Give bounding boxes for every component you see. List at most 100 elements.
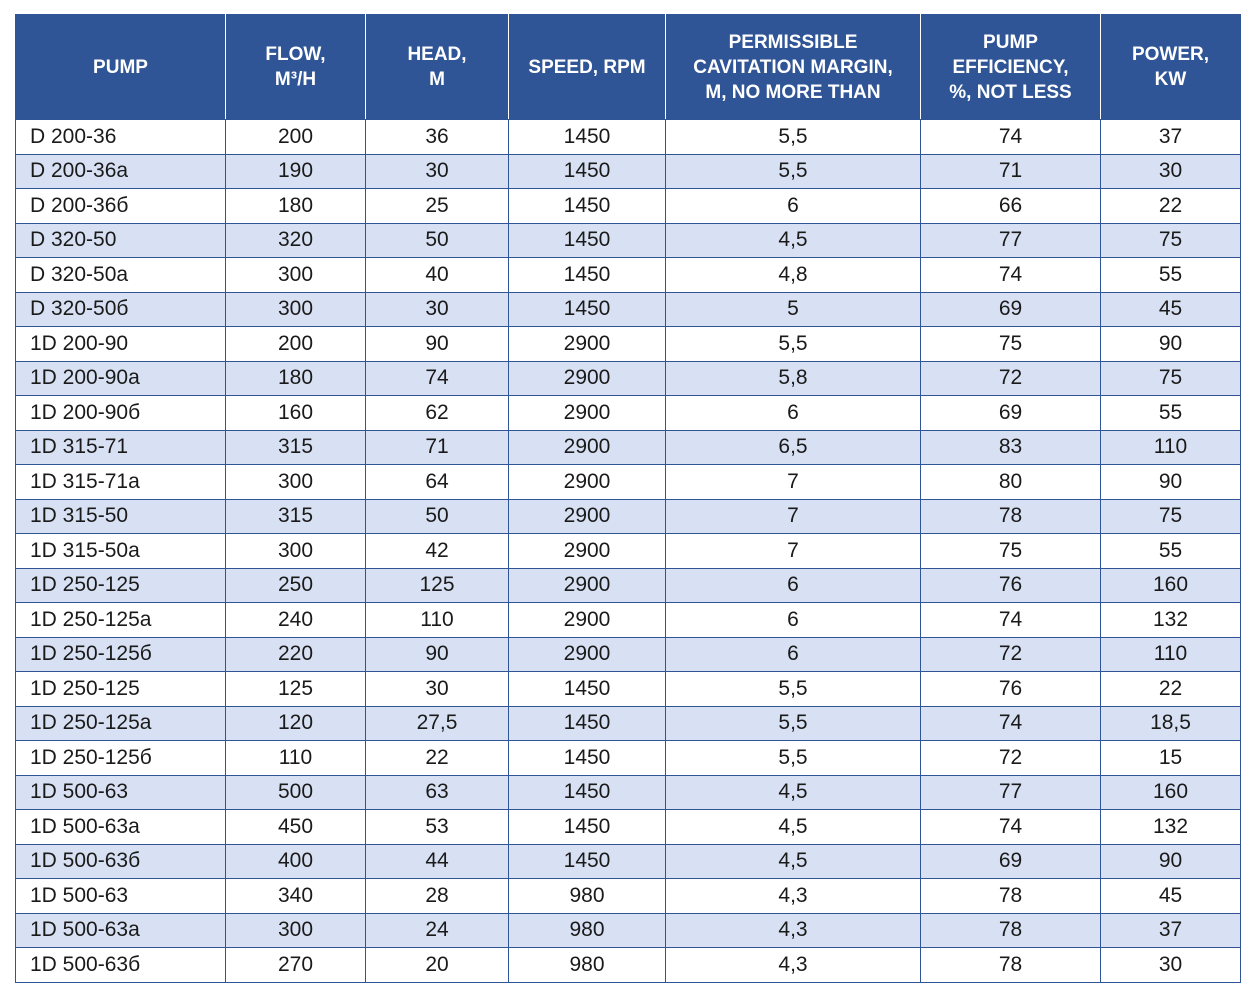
- table-row: 1D 315-71a 300 64 2900 7 80 90: [15, 464, 1241, 500]
- value-cell: 2900: [508, 360, 666, 396]
- table-row: D 200-36 200 36 1450 5,5 74 37: [15, 119, 1241, 155]
- value-cell: 80: [920, 464, 1101, 500]
- column-header-pump: PUMP: [15, 14, 226, 120]
- value-cell: 500: [225, 774, 366, 810]
- pump-name-cell: 1D 200-90: [15, 326, 226, 362]
- value-cell: 160: [1100, 567, 1241, 603]
- value-cell: 340: [225, 878, 366, 914]
- value-cell: 40: [365, 257, 509, 293]
- value-cell: 270: [225, 947, 366, 983]
- value-cell: 44: [365, 843, 509, 879]
- value-cell: 110: [1100, 429, 1241, 465]
- value-cell: 1450: [508, 705, 666, 741]
- value-cell: 76: [920, 567, 1101, 603]
- pump-table-body: D 200-36 200 36 1450 5,5 74 37 D 200-36a 190 30 14…: [15, 119, 1241, 983]
- value-cell: 110: [365, 602, 509, 638]
- value-cell: 160: [1100, 774, 1241, 810]
- value-cell: 71: [365, 429, 509, 465]
- value-cell: 78: [920, 947, 1101, 983]
- value-cell: 2900: [508, 395, 666, 431]
- column-header-efficiency: PUMP EFFICIENCY, %, NOT LESS: [920, 14, 1101, 120]
- pump-name-cell: 1D 250-125: [15, 671, 226, 707]
- value-cell: 6: [665, 636, 921, 672]
- pump-name-cell: 1D 315-71a: [15, 464, 226, 500]
- value-cell: 90: [365, 636, 509, 672]
- pump-name-cell: D 200-36a: [15, 153, 226, 189]
- value-cell: 300: [225, 464, 366, 500]
- pump-name-cell: 1D 500-63a: [15, 912, 226, 948]
- value-cell: 55: [1100, 395, 1241, 431]
- value-cell: 1450: [508, 671, 666, 707]
- value-cell: 1450: [508, 843, 666, 879]
- value-cell: 5,5: [665, 705, 921, 741]
- value-cell: 1450: [508, 119, 666, 155]
- pump-name-cell: D 320-50б: [15, 291, 226, 327]
- pump-name-cell: D 200-36б: [15, 188, 226, 224]
- value-cell: 77: [920, 774, 1101, 810]
- value-cell: 1450: [508, 257, 666, 293]
- table-row: 1D 315-50 315 50 2900 7 78 75: [15, 498, 1241, 534]
- value-cell: 300: [225, 912, 366, 948]
- value-cell: 190: [225, 153, 366, 189]
- value-cell: 36: [365, 119, 509, 155]
- table-header: PUMP FLOW, M³/H HEAD, M SPEED, RPM PERMI…: [15, 14, 1241, 120]
- value-cell: 75: [920, 326, 1101, 362]
- pump-specs-table: PUMP FLOW, M³/H HEAD, M SPEED, RPM PERMI…: [15, 14, 1241, 983]
- table-row: 1D 250-125б 110 22 1450 5,5 72 15: [15, 740, 1241, 776]
- value-cell: 24: [365, 912, 509, 948]
- value-cell: 74: [920, 602, 1101, 638]
- pump-name-cell: 1D 500-63: [15, 878, 226, 914]
- value-cell: 180: [225, 188, 366, 224]
- value-cell: 55: [1100, 257, 1241, 293]
- table-row: 1D 200-90a 180 74 2900 5,8 72 75: [15, 360, 1241, 396]
- value-cell: 66: [920, 188, 1101, 224]
- value-cell: 72: [920, 740, 1101, 776]
- value-cell: 6: [665, 395, 921, 431]
- value-cell: 132: [1100, 602, 1241, 638]
- value-cell: 5,8: [665, 360, 921, 396]
- value-cell: 25: [365, 188, 509, 224]
- value-cell: 5: [665, 291, 921, 327]
- value-cell: 6: [665, 602, 921, 638]
- value-cell: 69: [920, 395, 1101, 431]
- value-cell: 83: [920, 429, 1101, 465]
- value-cell: 71: [920, 153, 1101, 189]
- value-cell: 50: [365, 498, 509, 534]
- value-cell: 5,5: [665, 119, 921, 155]
- value-cell: 90: [1100, 843, 1241, 879]
- pump-name-cell: 1D 315-71: [15, 429, 226, 465]
- pump-name-cell: 1D 500-63б: [15, 843, 226, 879]
- value-cell: 2900: [508, 498, 666, 534]
- column-header-power: POWER, KW: [1100, 14, 1241, 120]
- value-cell: 132: [1100, 809, 1241, 845]
- value-cell: 63: [365, 774, 509, 810]
- value-cell: 90: [1100, 326, 1241, 362]
- pump-name-cell: 1D 500-63a: [15, 809, 226, 845]
- value-cell: 77: [920, 222, 1101, 258]
- table-row: 1D 500-63a 450 53 1450 4,5 74 132: [15, 809, 1241, 845]
- value-cell: 90: [365, 326, 509, 362]
- value-cell: 76: [920, 671, 1101, 707]
- value-cell: 4,8: [665, 257, 921, 293]
- value-cell: 2900: [508, 464, 666, 500]
- value-cell: 6: [665, 188, 921, 224]
- column-header-speed: SPEED, RPM: [508, 14, 666, 120]
- value-cell: 4,5: [665, 222, 921, 258]
- value-cell: 2900: [508, 636, 666, 672]
- value-cell: 315: [225, 498, 366, 534]
- value-cell: 4,3: [665, 912, 921, 948]
- table-row: D 200-36a 190 30 1450 5,5 71 30: [15, 153, 1241, 189]
- table-row: 1D 250-125a 240 110 2900 6 74 132: [15, 602, 1241, 638]
- value-cell: 4,3: [665, 878, 921, 914]
- value-cell: 450: [225, 809, 366, 845]
- table-row: 1D 500-63 340 28 980 4,3 78 45: [15, 878, 1241, 914]
- value-cell: 160: [225, 395, 366, 431]
- table-row: 1D 250-125a 120 27,5 1450 5,5 74 18,5: [15, 705, 1241, 741]
- value-cell: 18,5: [1100, 705, 1241, 741]
- value-cell: 45: [1100, 291, 1241, 327]
- value-cell: 53: [365, 809, 509, 845]
- value-cell: 1450: [508, 153, 666, 189]
- value-cell: 980: [508, 912, 666, 948]
- table-row: 1D 500-63 500 63 1450 4,5 77 160: [15, 774, 1241, 810]
- value-cell: 30: [365, 153, 509, 189]
